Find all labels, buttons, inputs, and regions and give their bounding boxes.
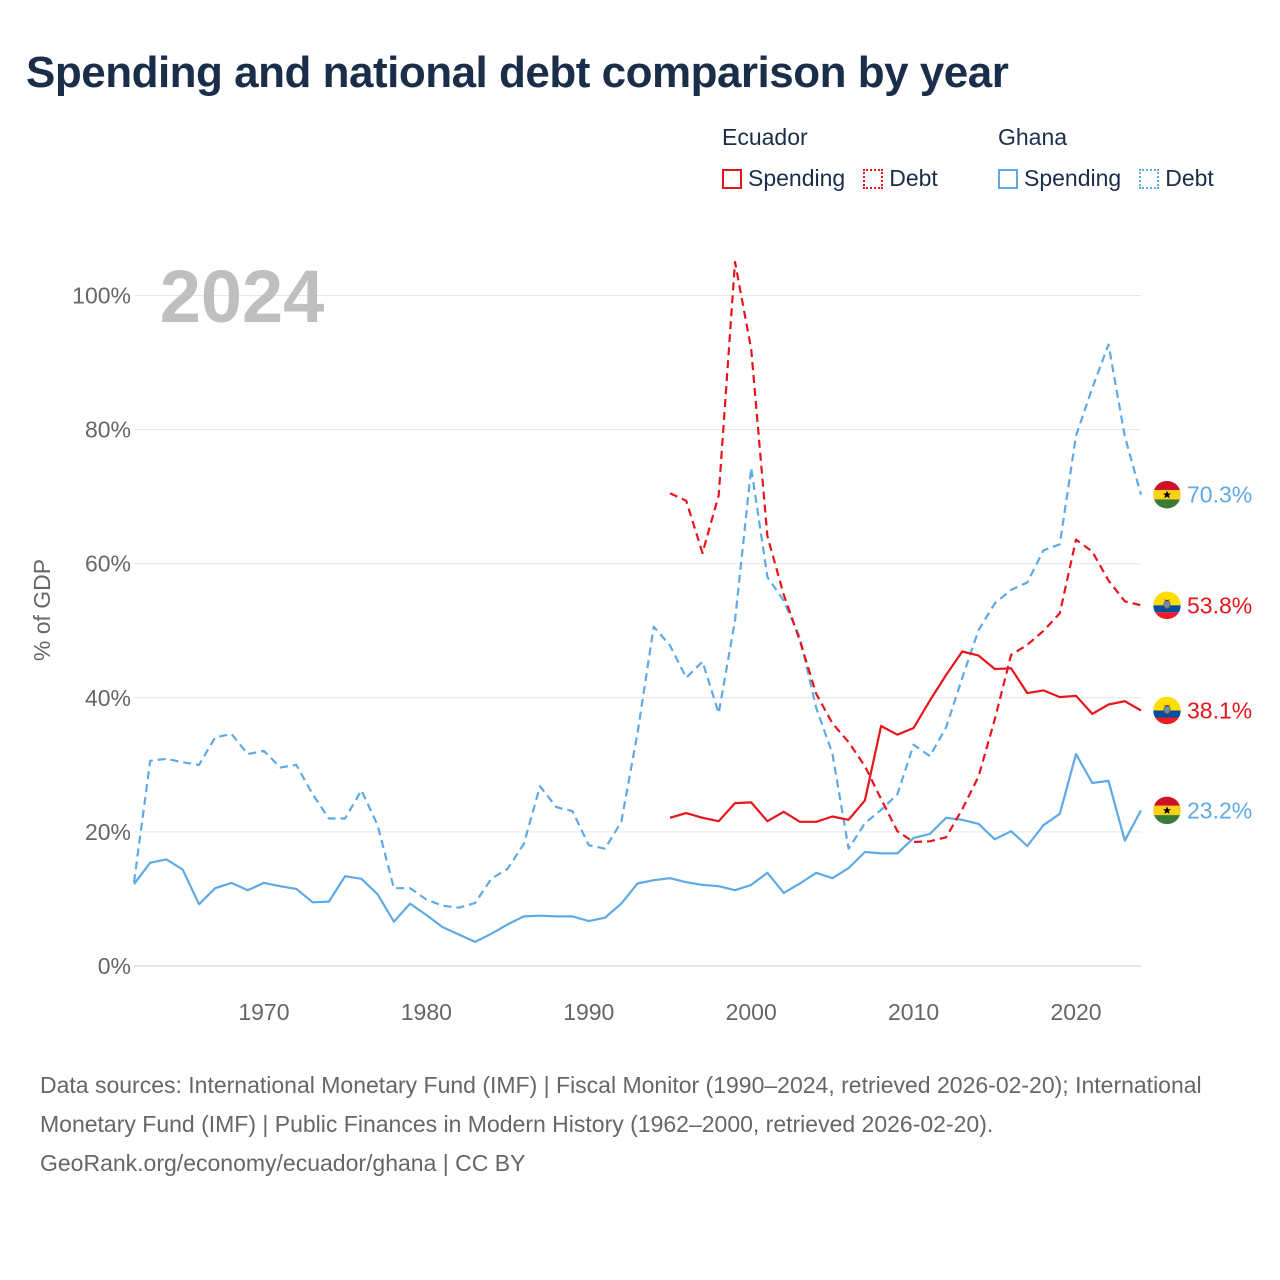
legend-group-ecuador: Ecuador Spending Debt: [722, 124, 938, 192]
solid-line-swatch-icon: [998, 168, 1018, 189]
legend-label: Spending: [748, 165, 846, 191]
legend-label: Debt: [889, 165, 938, 191]
legend-label: Spending: [1024, 165, 1122, 191]
end-value-label: 70.3%: [1187, 482, 1252, 508]
line-chart: 0% 20% 40% 60% 80% 100% 1970 1980 1990 2000 2010 20…: [29, 255, 1252, 1025]
legend-item-ghana-debt[interactable]: Debt: [1139, 165, 1214, 192]
x-tick-label: 1980: [401, 999, 452, 1025]
x-tick-label: 1970: [238, 999, 289, 1025]
ghana-flag-icon: [1152, 796, 1182, 825]
y-tick-label: 20%: [85, 819, 131, 845]
legend-group-ghana: Ghana Spending Debt: [998, 124, 1214, 192]
data-sources: Data sources: International Monetary Fun…: [40, 1072, 1202, 1137]
legend-item-ecuador-spending[interactable]: Spending: [722, 165, 845, 192]
series-layer: [132, 260, 1143, 943]
year-watermark: 2024: [160, 255, 325, 338]
ecuador-flag-icon: [1152, 696, 1182, 725]
y-tick-label: 80%: [85, 417, 131, 443]
ecuador-flag-icon: [1152, 591, 1182, 620]
end-value-label: 23.2%: [1187, 797, 1252, 823]
y-axis-label: % of GDP: [29, 559, 55, 661]
grid-layer: 0% 20% 40% 60% 80% 100% 1970 1980 1990 2000 2010 20…: [72, 283, 1141, 1025]
chart-title: Spending and national debt comparison by…: [26, 48, 1009, 97]
legend-item-ghana-spending[interactable]: Spending: [998, 165, 1121, 192]
dotted-line-swatch-icon: [1139, 168, 1160, 189]
footer: Data sources: International Monetary Fun…: [40, 1066, 1240, 1183]
legend-group-name: Ecuador: [722, 124, 808, 150]
x-tick-label: 2000: [726, 999, 777, 1025]
y-tick-label: 0%: [98, 953, 131, 979]
series-line-ghana-spending[interactable]: [133, 753, 1142, 943]
solid-line-swatch-icon: [722, 168, 742, 189]
end-label-layer: 70.3% 23.2% 53.8% 38.1%: [1152, 480, 1252, 825]
credit-link[interactable]: GeoRank.org/economy/ecuador/ghana | CC B…: [40, 1150, 526, 1176]
y-tick-label: 100%: [72, 283, 131, 309]
x-tick-label: 2010: [888, 999, 939, 1025]
series-line-ghana-debt[interactable]: [132, 343, 1143, 909]
x-tick-label: 1990: [563, 999, 614, 1025]
y-tick-label: 40%: [85, 685, 131, 711]
end-value-label: 53.8%: [1187, 592, 1252, 618]
series-line-ecuador-spending[interactable]: [669, 650, 1142, 823]
ghana-flag-icon: [1152, 480, 1182, 509]
end-value-label: 38.1%: [1187, 698, 1252, 724]
legend-group-name: Ghana: [998, 124, 1068, 150]
series-line-ecuador-debt[interactable]: [669, 260, 1142, 844]
dotted-line-swatch-icon: [863, 168, 884, 189]
legend-label: Debt: [1165, 165, 1214, 191]
x-tick-label: 2020: [1050, 999, 1101, 1025]
legend-item-ecuador-debt[interactable]: Debt: [863, 165, 938, 192]
y-tick-label: 60%: [85, 551, 131, 577]
